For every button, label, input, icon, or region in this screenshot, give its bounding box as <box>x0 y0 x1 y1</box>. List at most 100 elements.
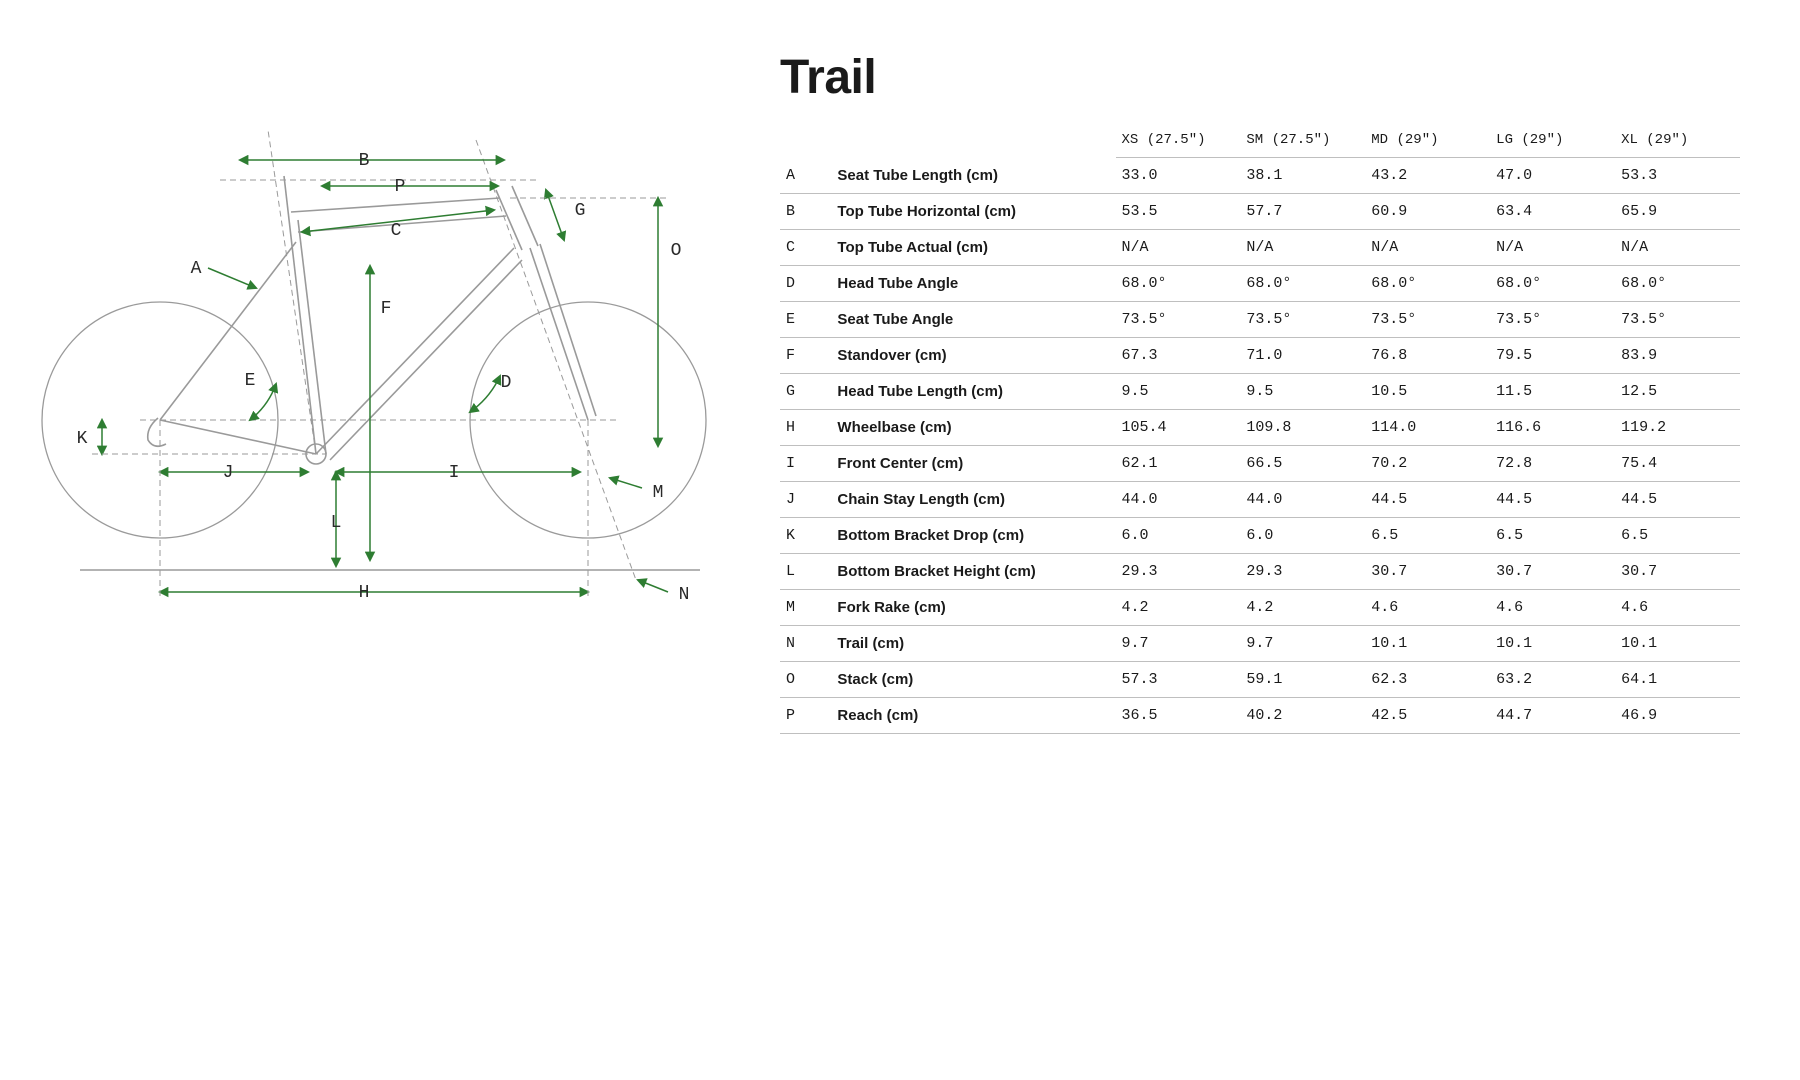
table-row: HWheelbase (cm)105.4109.8114.0116.6119.2 <box>780 410 1740 446</box>
row-value: 9.7 <box>1116 626 1241 662</box>
row-value: 44.5 <box>1365 482 1490 518</box>
row-value: 105.4 <box>1116 410 1241 446</box>
row-value: N/A <box>1240 230 1365 266</box>
table-header-row: XS (27.5") SM (27.5") MD (29") LG (29") … <box>780 123 1740 158</box>
row-value: 57.7 <box>1240 194 1365 230</box>
dim-label-G: G <box>575 201 586 221</box>
row-key: H <box>780 410 831 446</box>
row-value: 62.3 <box>1365 662 1490 698</box>
row-value: 6.0 <box>1116 518 1241 554</box>
row-label: Seat Tube Length (cm) <box>831 158 1115 194</box>
table-row: IFront Center (cm)62.166.570.272.875.4 <box>780 446 1740 482</box>
row-value: 4.6 <box>1490 590 1615 626</box>
row-label: Standover (cm) <box>831 338 1115 374</box>
col-header: SM (27.5") <box>1240 123 1365 158</box>
row-value: 53.3 <box>1615 158 1740 194</box>
row-value: 67.3 <box>1116 338 1241 374</box>
table-row: CTop Tube Actual (cm)N/AN/AN/AN/AN/A <box>780 230 1740 266</box>
row-value: 53.5 <box>1116 194 1241 230</box>
row-value: 33.0 <box>1116 158 1241 194</box>
row-value: 10.1 <box>1615 626 1740 662</box>
row-key: L <box>780 554 831 590</box>
dim-label-E: E <box>245 371 256 391</box>
dim-label-I: I <box>449 463 460 483</box>
row-value: N/A <box>1490 230 1615 266</box>
row-value: 63.4 <box>1490 194 1615 230</box>
col-header: XS (27.5") <box>1116 123 1241 158</box>
row-value: 57.3 <box>1116 662 1241 698</box>
row-value: 44.0 <box>1240 482 1365 518</box>
row-key: B <box>780 194 831 230</box>
row-value: 59.1 <box>1240 662 1365 698</box>
diagram-panel: B P C G O A E D F <box>0 0 760 1080</box>
col-header: MD (29") <box>1365 123 1490 158</box>
row-value: 42.5 <box>1365 698 1490 734</box>
row-value: N/A <box>1365 230 1490 266</box>
dim-label-J: J <box>223 463 234 483</box>
row-label: Top Tube Actual (cm) <box>831 230 1115 266</box>
page-title: Trail <box>780 50 1740 105</box>
row-label: Trail (cm) <box>831 626 1115 662</box>
row-label: Fork Rake (cm) <box>831 590 1115 626</box>
row-value: 10.5 <box>1365 374 1490 410</box>
table-panel: Trail XS (27.5") SM (27.5") MD (29") LG … <box>760 0 1800 1080</box>
row-key: J <box>780 482 831 518</box>
row-value: 38.1 <box>1240 158 1365 194</box>
row-value: 36.5 <box>1116 698 1241 734</box>
row-key: M <box>780 590 831 626</box>
row-value: 30.7 <box>1365 554 1490 590</box>
row-value: 73.5° <box>1615 302 1740 338</box>
table-row: GHead Tube Length (cm)9.59.510.511.512.5 <box>780 374 1740 410</box>
row-value: 79.5 <box>1490 338 1615 374</box>
table-row: OStack (cm)57.359.162.363.264.1 <box>780 662 1740 698</box>
row-value: 70.2 <box>1365 446 1490 482</box>
row-value: 9.7 <box>1240 626 1365 662</box>
row-value: 30.7 <box>1615 554 1740 590</box>
dim-label-P: P <box>395 177 406 197</box>
row-value: 71.0 <box>1240 338 1365 374</box>
geometry-diagram: B P C G O A E D F <box>40 120 740 640</box>
table-row: ESeat Tube Angle73.5°73.5°73.5°73.5°73.5… <box>780 302 1740 338</box>
row-value: N/A <box>1116 230 1241 266</box>
table-row: BTop Tube Horizontal (cm)53.557.760.963.… <box>780 194 1740 230</box>
row-value: 10.1 <box>1490 626 1615 662</box>
row-value: 68.0° <box>1116 266 1241 302</box>
dim-label-B: B <box>359 151 370 171</box>
row-key: K <box>780 518 831 554</box>
row-label: Reach (cm) <box>831 698 1115 734</box>
row-value: 10.1 <box>1365 626 1490 662</box>
table-row: DHead Tube Angle68.0°68.0°68.0°68.0°68.0… <box>780 266 1740 302</box>
col-header: XL (29") <box>1615 123 1740 158</box>
row-label: Top Tube Horizontal (cm) <box>831 194 1115 230</box>
dim-label-H: H <box>359 583 370 603</box>
table-row: KBottom Bracket Drop (cm)6.06.06.56.56.5 <box>780 518 1740 554</box>
row-value: 60.9 <box>1365 194 1490 230</box>
row-value: 76.8 <box>1365 338 1490 374</box>
table-row: PReach (cm)36.540.242.544.746.9 <box>780 698 1740 734</box>
dim-label-M: M <box>653 483 664 503</box>
row-value: 11.5 <box>1490 374 1615 410</box>
table-row: NTrail (cm)9.79.710.110.110.1 <box>780 626 1740 662</box>
row-value: 6.0 <box>1240 518 1365 554</box>
row-value: 73.5° <box>1240 302 1365 338</box>
dim-label-A: A <box>191 259 202 279</box>
dim-label-C: C <box>391 221 402 241</box>
row-label: Bottom Bracket Drop (cm) <box>831 518 1115 554</box>
geometry-table: XS (27.5") SM (27.5") MD (29") LG (29") … <box>780 123 1740 734</box>
row-key: I <box>780 446 831 482</box>
row-value: 6.5 <box>1365 518 1490 554</box>
col-header: LG (29") <box>1490 123 1615 158</box>
row-value: 73.5° <box>1365 302 1490 338</box>
dim-label-D: D <box>501 373 512 393</box>
row-key: F <box>780 338 831 374</box>
row-value: 68.0° <box>1240 266 1365 302</box>
row-label: Front Center (cm) <box>831 446 1115 482</box>
row-value: 119.2 <box>1615 410 1740 446</box>
page: B P C G O A E D F <box>0 0 1800 1080</box>
row-label: Head Tube Angle <box>831 266 1115 302</box>
row-value: 6.5 <box>1490 518 1615 554</box>
row-value: 44.7 <box>1490 698 1615 734</box>
row-value: 9.5 <box>1240 374 1365 410</box>
row-key: E <box>780 302 831 338</box>
table-row: LBottom Bracket Height (cm)29.329.330.73… <box>780 554 1740 590</box>
